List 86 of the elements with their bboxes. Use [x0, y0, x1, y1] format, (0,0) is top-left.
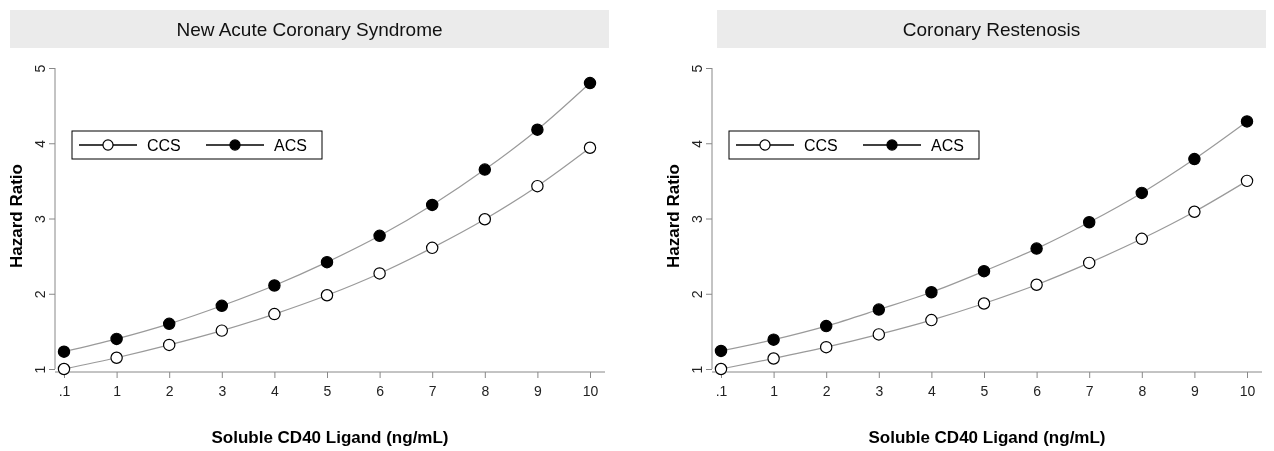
x-tick-label: 10	[1239, 383, 1256, 400]
y-tick-label: 2	[32, 290, 48, 299]
y-tick-label: 4	[32, 139, 48, 148]
point	[320, 289, 334, 302]
point	[872, 303, 886, 316]
point	[215, 324, 229, 337]
point	[583, 76, 597, 90]
point	[162, 317, 176, 331]
point	[1240, 174, 1254, 188]
x-tick-label: 8	[1138, 383, 1147, 400]
point	[925, 313, 938, 327]
point	[872, 328, 886, 341]
legend-label: ACS	[931, 137, 964, 154]
point	[819, 340, 833, 354]
point	[373, 229, 386, 243]
y-tick-label: 1	[689, 365, 705, 374]
x-tick-label: 7	[1085, 383, 1094, 400]
point	[714, 362, 728, 376]
point	[110, 351, 123, 364]
point	[373, 267, 386, 280]
chart-title: New Acute Coronary Syndrome	[176, 19, 443, 40]
point	[925, 286, 938, 299]
x-tick-label: 5	[980, 383, 989, 400]
point	[478, 213, 492, 226]
x-tick-label: .1	[715, 383, 728, 400]
point	[767, 352, 780, 365]
point	[767, 333, 780, 346]
point	[714, 344, 728, 358]
point	[1135, 232, 1149, 246]
y-tick-label: 5	[32, 64, 48, 73]
point	[531, 123, 544, 136]
point	[110, 332, 123, 346]
y-tick-label: 2	[689, 290, 705, 299]
x-tick-label: 3	[218, 383, 227, 400]
point	[425, 241, 439, 255]
x-tick-label: 6	[1033, 383, 1042, 400]
x-tick-label: 6	[376, 383, 385, 400]
point	[268, 307, 281, 321]
point	[425, 198, 439, 212]
point	[1188, 152, 1201, 166]
point	[1188, 205, 1201, 218]
legend-label: CCS	[804, 137, 838, 154]
x-tick-label: 2	[822, 383, 831, 400]
y-tick-label: 4	[689, 139, 705, 148]
y-tick-label: 1	[32, 365, 48, 374]
point	[478, 163, 492, 176]
point	[1030, 278, 1043, 291]
chart-title: Coronary Restenosis	[902, 19, 1081, 40]
point	[977, 264, 991, 278]
legend-label: CCS	[147, 137, 181, 154]
x-tick-label: .1	[58, 383, 71, 400]
point	[531, 179, 544, 193]
legend-label: ACS	[274, 137, 307, 154]
x-tick-label: 5	[323, 383, 332, 400]
x-tick-label: 9	[534, 383, 542, 400]
x-tick-label: 4	[928, 383, 936, 400]
y-axis-title: Hazard Ratio	[7, 164, 26, 268]
point	[819, 319, 833, 333]
y-tick-label: 3	[32, 214, 48, 223]
point	[57, 345, 71, 358]
point	[583, 141, 597, 154]
x-tick-label: 4	[271, 383, 279, 400]
x-tick-label: 2	[165, 383, 174, 400]
point	[215, 299, 229, 313]
point	[1082, 216, 1096, 229]
x-tick-label: 1	[113, 383, 122, 400]
point	[268, 279, 281, 292]
x-tick-label: 3	[875, 383, 884, 400]
point	[1135, 186, 1149, 200]
point	[1082, 256, 1096, 270]
x-tick-label: 1	[770, 383, 779, 400]
y-tick-label: 3	[689, 214, 705, 223]
x-tick-label: 7	[428, 383, 437, 400]
point	[1240, 115, 1254, 128]
point	[1030, 242, 1043, 255]
point	[977, 297, 991, 310]
point	[320, 255, 334, 269]
y-axis-title: Hazard Ratio	[664, 164, 683, 268]
x-axis-title: Soluble CD40 Ligand (ng/mL)	[868, 428, 1106, 447]
x-axis-title: Soluble CD40 Ligand (ng/mL)	[211, 428, 449, 447]
y-tick-label: 5	[689, 64, 705, 73]
x-tick-label: 9	[1191, 383, 1199, 400]
point	[57, 362, 71, 376]
x-tick-label: 10	[582, 383, 599, 400]
x-tick-label: 8	[481, 383, 490, 400]
point	[162, 338, 176, 352]
